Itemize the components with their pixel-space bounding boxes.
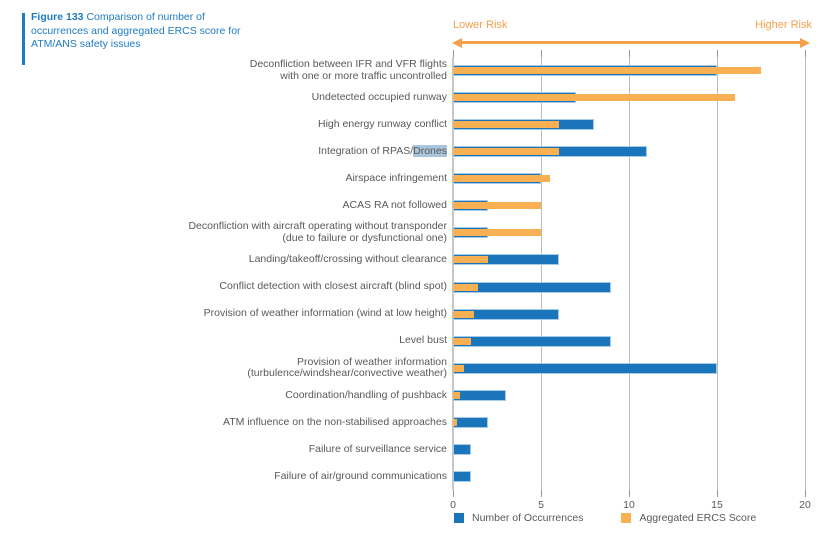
gridline-0 [452,57,454,490]
occurrences-bar [453,389,506,401]
gridline-10 [628,57,630,490]
bottom-tick-10 [628,490,630,497]
chart-legend: Number of Occurrences Aggregated ERCS Sc… [454,512,756,524]
ercs-bar [453,310,475,318]
category-label-text: Airspace infringement [345,172,447,185]
higher-risk-label: Higher Risk [755,19,812,31]
ercs-bar [453,283,478,291]
category-label: Provision of weather information (turbule… [178,355,447,382]
category-label: Integration of RPAS/Drones [178,138,447,165]
axis-tick-label-0: 0 [450,499,456,511]
risk-arrow-left-head-icon [452,37,462,48]
ercs-bar [453,175,550,183]
ercs-bar [453,94,735,102]
occurrences-bar [453,416,489,428]
top-tick-15 [716,50,718,57]
category-label: Failure of air/ground communications [178,463,447,490]
category-label: High energy runway conflict [178,111,447,138]
ercs-bar [453,229,541,237]
category-label: Coordination/handling of pushback [178,382,447,409]
category-label-text: ATM influence on the non-stabilised appr… [223,415,447,428]
category-label-text: Coordination/handling of pushback [285,388,447,401]
category-label-text: Deconfliction between IFR and VFR flight… [249,58,447,82]
category-label: Provision of weather information (wind a… [178,301,447,328]
category-label: Landing/takeoff/crossing without clearan… [178,246,447,273]
axis-tick-label-15: 15 [711,499,723,511]
category-label: ATM influence on the non-stabilised appr… [178,409,447,436]
category-label: Deconfliction with aircraft operating wi… [178,219,447,246]
category-label-text: Provision of weather information (wind a… [203,307,447,320]
top-tick-10 [628,50,630,57]
highlighted-word: Drones [413,144,447,157]
axis-tick-label-20: 20 [799,499,811,511]
category-label-text: Landing/takeoff/crossing without clearan… [248,253,447,266]
ercs-bar [453,148,559,156]
occurrences-swatch-icon [454,513,464,523]
gridline-20 [804,57,806,490]
bottom-tick-20 [804,490,806,497]
risk-arrow-line [461,41,802,44]
category-label-text: Failure of surveillance service [308,442,447,455]
category-label-text: Integration of RPAS/Drones [318,144,447,157]
legend-item-occurrences: Number of Occurrences [454,512,583,524]
bottom-tick-0 [452,490,454,497]
top-tick-0 [452,50,454,57]
category-label-text: Deconfliction with aircraft operating wi… [188,220,447,244]
occurrences-bar [453,362,717,374]
ercs-bar [453,364,464,372]
ercs-bar [453,418,457,426]
category-label-text: Undetected occupied runway [311,90,447,103]
axis-tick-label-5: 5 [538,499,544,511]
legend-item-ercs: Aggregated ERCS Score [621,512,756,524]
occurrences-bar [453,443,471,455]
category-label: Airspace infringement [178,165,447,192]
category-label: Undetected occupied runway [178,84,447,111]
category-label: Deconfliction between IFR and VFR flight… [178,57,447,84]
occurrences-bar [453,335,612,347]
category-label-text: Level bust [399,334,447,347]
lower-risk-label: Lower Risk [453,19,508,31]
occurrences-bar [453,470,471,482]
category-label-text: High energy runway conflict [318,117,447,130]
ercs-bar [453,391,461,399]
top-tick-5 [540,50,542,57]
category-label-text: Provision of weather information (turbule… [247,355,447,380]
top-tick-20 [804,50,806,57]
axis-tick-label-10: 10 [623,499,635,511]
ercs-bar [453,337,471,345]
ercs-bar [453,202,541,210]
ercs-bar [453,121,559,129]
figure-title-text: Comparison of number of occurrences and … [31,11,241,50]
bottom-tick-15 [716,490,718,497]
ercs-swatch-icon [621,513,632,523]
category-label: Failure of surveillance service [178,436,447,463]
category-label: Conflict detection with closest aircraft… [178,274,447,301]
legend-ercs-label: Aggregated ERCS Score [639,512,757,524]
bottom-tick-5 [540,490,542,497]
category-label: Level bust [178,328,447,355]
figure-number: Figure 133 [31,11,84,23]
gridline-15 [716,57,718,490]
category-label-text: Failure of air/ground communications [274,469,447,482]
ercs-bar [453,256,489,264]
figure-caption: Figure 133 Comparison of number of occur… [31,11,245,52]
ercs-bar [453,67,761,75]
category-label-text: Conflict detection with closest aircraft… [219,280,447,293]
category-label: ACAS RA not followed [178,192,447,219]
category-label-text: ACAS RA not followed [342,199,447,212]
gridline-5 [540,57,542,490]
figure-caption-rule [22,13,25,65]
risk-arrow-right-head-icon [800,37,810,48]
legend-occurrences-label: Number of Occurrences [472,512,584,524]
